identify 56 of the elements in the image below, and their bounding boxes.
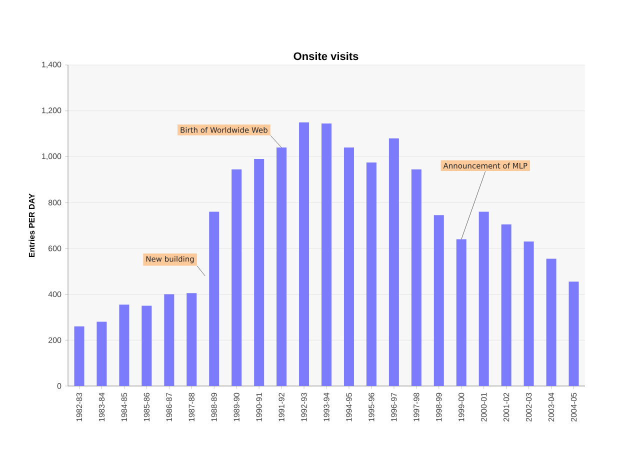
chart-title: Onsite visits: [294, 52, 358, 60]
x-tick-label: 1998-99: [436, 392, 442, 422]
x-tick-label: 1986-87: [166, 392, 172, 422]
x-tick-label: 1988-89: [211, 392, 217, 422]
y-tick-label: 800: [48, 200, 62, 206]
x-tick-label: 1983-84: [98, 392, 105, 422]
bar: [209, 212, 220, 386]
x-tick-label: 1991-92: [278, 392, 284, 422]
y-tick-label: 1,400: [42, 62, 62, 68]
x-tick-label: 1995-96: [368, 392, 374, 422]
y-tick-label: 1,000: [42, 153, 62, 160]
x-tick-label: 2003-04: [548, 392, 554, 422]
x-tick-label: 1982-83: [76, 392, 82, 422]
bar: [164, 294, 174, 386]
x-tick-label: 1984-85: [121, 392, 128, 422]
x-tick-label: 2004-05: [570, 392, 577, 422]
y-tick-label: 0: [57, 383, 62, 389]
x-tick-label: 1994-95: [346, 392, 352, 422]
bar: [434, 215, 444, 386]
x-tick-label: 1996-97: [391, 392, 397, 422]
x-tick-label: 2000-01: [481, 392, 487, 422]
x-tick-label: 1992-93: [301, 392, 307, 422]
bar: [322, 123, 332, 386]
bar: [456, 239, 466, 386]
bar: [186, 293, 197, 386]
bar: [299, 122, 310, 386]
bar: [142, 306, 152, 386]
x-tick-label: 1993-94: [324, 392, 330, 422]
y-tick-label: 600: [48, 246, 62, 252]
bar: [119, 304, 130, 386]
bar: [366, 162, 376, 386]
x-tick-label: 1997-98: [414, 392, 420, 422]
x-tick-label: 1989-90: [234, 392, 240, 422]
y-tick-label: 200: [48, 337, 62, 343]
bar: [501, 224, 512, 386]
y-axis-title: Entries PER DAY: [28, 194, 35, 258]
bar: [344, 148, 354, 386]
bar: [568, 282, 579, 386]
bar: [232, 169, 242, 386]
bar: [478, 212, 489, 386]
bar: [254, 159, 264, 386]
x-tick-label: 2002-03: [526, 392, 532, 422]
bar: [74, 326, 84, 386]
x-tick-label: 1999-00: [458, 392, 464, 422]
x-tick-label: 2001-02: [504, 392, 510, 422]
y-tick-label: 1,200: [42, 108, 62, 114]
bar: [96, 322, 107, 386]
x-tick-label: 1985-86: [144, 392, 150, 422]
bar: [276, 148, 287, 386]
x-tick-label: 1987-88: [188, 392, 194, 422]
bar: [524, 242, 534, 386]
bar: [411, 169, 422, 386]
y-tick-label: 400: [48, 291, 62, 298]
bar: [388, 138, 399, 386]
x-tick-label: 1990-91: [256, 392, 262, 422]
bar: [546, 258, 556, 386]
